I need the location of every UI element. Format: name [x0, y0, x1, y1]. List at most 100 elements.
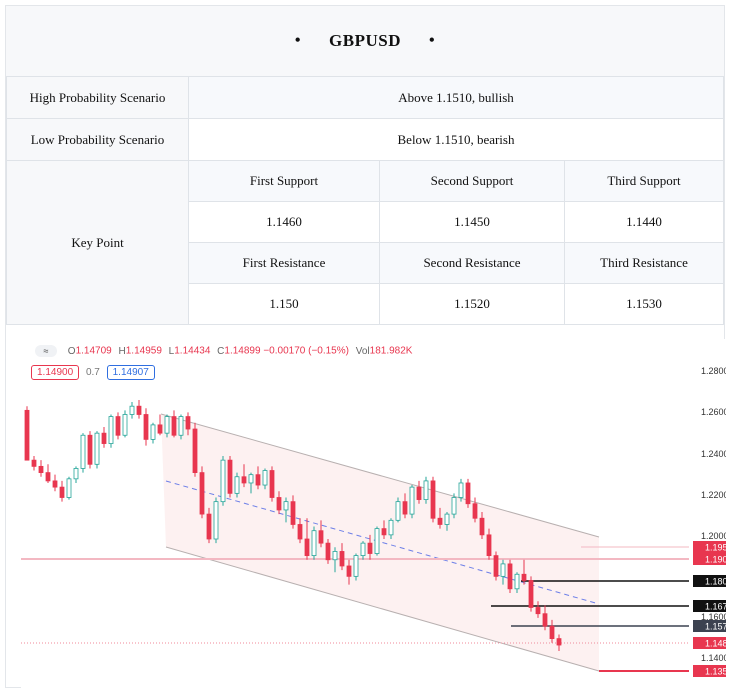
first-support-header: First Support — [188, 160, 380, 202]
resistance-header-row: First Resistance Second Resistance Third… — [7, 242, 724, 284]
channel-upper-line — [160, 413, 600, 538]
candle-body — [430, 480, 436, 519]
high-probability-row: High Probability Scenario Above 1.1510, … — [6, 76, 724, 119]
candle-body — [381, 528, 387, 536]
candle-body — [255, 474, 261, 486]
candle-body — [213, 501, 219, 540]
candle-body — [24, 409, 30, 461]
candle-body — [472, 503, 478, 519]
high-label: H — [118, 345, 126, 357]
first-resistance-value: 1.150 — [188, 283, 380, 325]
candle-body — [318, 530, 324, 544]
price-tag-box — [693, 575, 726, 587]
candle-body — [423, 480, 429, 500]
candle-body — [346, 565, 352, 577]
candle-body — [444, 513, 450, 525]
third-support-value: 1.1440 — [564, 201, 724, 243]
candlestick-chart[interactable]: 1.2800 1.2600 1.2400 1.2200 1.2000 1.1600 1.14… — [21, 339, 726, 689]
candle-body — [311, 530, 317, 556]
candle-body — [66, 478, 72, 498]
candle-body — [150, 424, 156, 440]
second-support-value: 1.1450 — [379, 201, 565, 243]
candle-body — [192, 428, 198, 474]
price-tag-label: 1.1950 — [705, 543, 726, 553]
open-label: O — [67, 345, 76, 357]
price-tag-box — [693, 553, 726, 565]
second-support-header: Second Support — [379, 160, 565, 202]
candle-body — [374, 528, 380, 554]
candle-body — [521, 573, 527, 581]
candle-body — [80, 434, 86, 469]
candle-body — [479, 517, 485, 536]
high-probability-label: High Probability Scenario — [6, 76, 189, 119]
third-resistance-header: Third Resistance — [564, 242, 724, 284]
candle-body — [528, 580, 534, 608]
candle-body — [185, 416, 191, 430]
candle-body — [108, 416, 114, 444]
candle-body — [451, 497, 457, 515]
candle-body — [395, 501, 401, 521]
candle-body — [465, 482, 471, 505]
second-resistance-value: 1.1520 — [379, 283, 565, 325]
candle-body — [402, 501, 408, 515]
price-axis-tick-label: 1.1600 — [701, 612, 726, 622]
candle-body — [325, 542, 331, 561]
candle-body — [122, 414, 128, 436]
price-axis-tick-label: 1.2400 — [701, 449, 726, 459]
close-value: 1.14899 — [224, 345, 261, 357]
candle-body — [437, 517, 443, 525]
title-bullet-left: • — [294, 32, 302, 49]
third-resistance-value: 1.1530 — [564, 283, 724, 325]
high-probability-value: Above 1.1510, bullish — [188, 76, 724, 119]
candle-body — [38, 465, 44, 473]
price-axis-tick-label: 1.1400 — [701, 653, 726, 663]
analysis-panel: • GBPUSD • High Probability Scenario Abo… — [5, 5, 726, 689]
sell-price-button[interactable]: 1.14900 — [31, 365, 80, 380]
candle-body — [227, 459, 233, 494]
candle-body — [129, 405, 135, 415]
channel-fill — [161, 414, 599, 671]
candle-body — [493, 555, 499, 577]
low-probability-row: Low Probability Scenario Below 1.1510, b… — [6, 118, 724, 161]
symbol-chip[interactable]: ≈ — [35, 345, 57, 357]
candle-body — [458, 482, 464, 498]
candle-body — [115, 416, 121, 436]
trading-plan-table: High Probability Scenario Above 1.1510, … — [6, 76, 724, 325]
candle-body — [304, 538, 310, 557]
candle-body — [143, 414, 149, 440]
candle-body — [52, 480, 58, 488]
candle-body — [199, 472, 205, 515]
price-chart[interactable]: 1.2800 1.2600 1.2400 1.2200 1.2000 1.1600 1.14… — [21, 339, 726, 689]
channel-mid-dashed-line — [165, 480, 600, 605]
candle-body — [45, 472, 51, 482]
resistance-value-row: 1.150 1.1520 1.1530 — [7, 283, 724, 325]
candle-body — [388, 519, 394, 536]
low-probability-value: Below 1.1510, bearish — [188, 118, 724, 161]
price-tag-box — [693, 637, 726, 649]
support-value-row: 1.1460 1.1450 1.1440 — [7, 201, 724, 243]
candle-body — [276, 497, 282, 511]
price-tag-label: 1.1670 — [705, 602, 726, 612]
candle-body — [500, 563, 506, 577]
price-tag-label: 1.1800 — [705, 577, 726, 587]
channel-lower-line — [165, 546, 600, 672]
price-axis-tick-label: 1.2200 — [701, 490, 726, 500]
buy-price-button[interactable]: 1.14907 — [106, 365, 155, 380]
candle-body — [171, 416, 177, 436]
candle-body — [59, 486, 65, 498]
volume-label: Vol — [355, 345, 370, 357]
candle-body — [220, 459, 226, 503]
price-tag-box — [693, 665, 726, 677]
support-header-row: Key Point First Support Second Support T… — [6, 160, 724, 325]
candle-body — [360, 542, 366, 556]
candle-body — [31, 459, 37, 467]
candle-body — [136, 405, 142, 415]
candle-body — [486, 534, 492, 557]
candle-body — [73, 468, 79, 480]
high-value: 1.14959 — [125, 345, 162, 357]
first-resistance-header: First Resistance — [188, 242, 380, 284]
low-value: 1.14434 — [174, 345, 211, 357]
candle-body — [514, 573, 520, 590]
price-axis-tick-label: 1.2600 — [701, 407, 726, 417]
candle-body — [262, 470, 268, 486]
